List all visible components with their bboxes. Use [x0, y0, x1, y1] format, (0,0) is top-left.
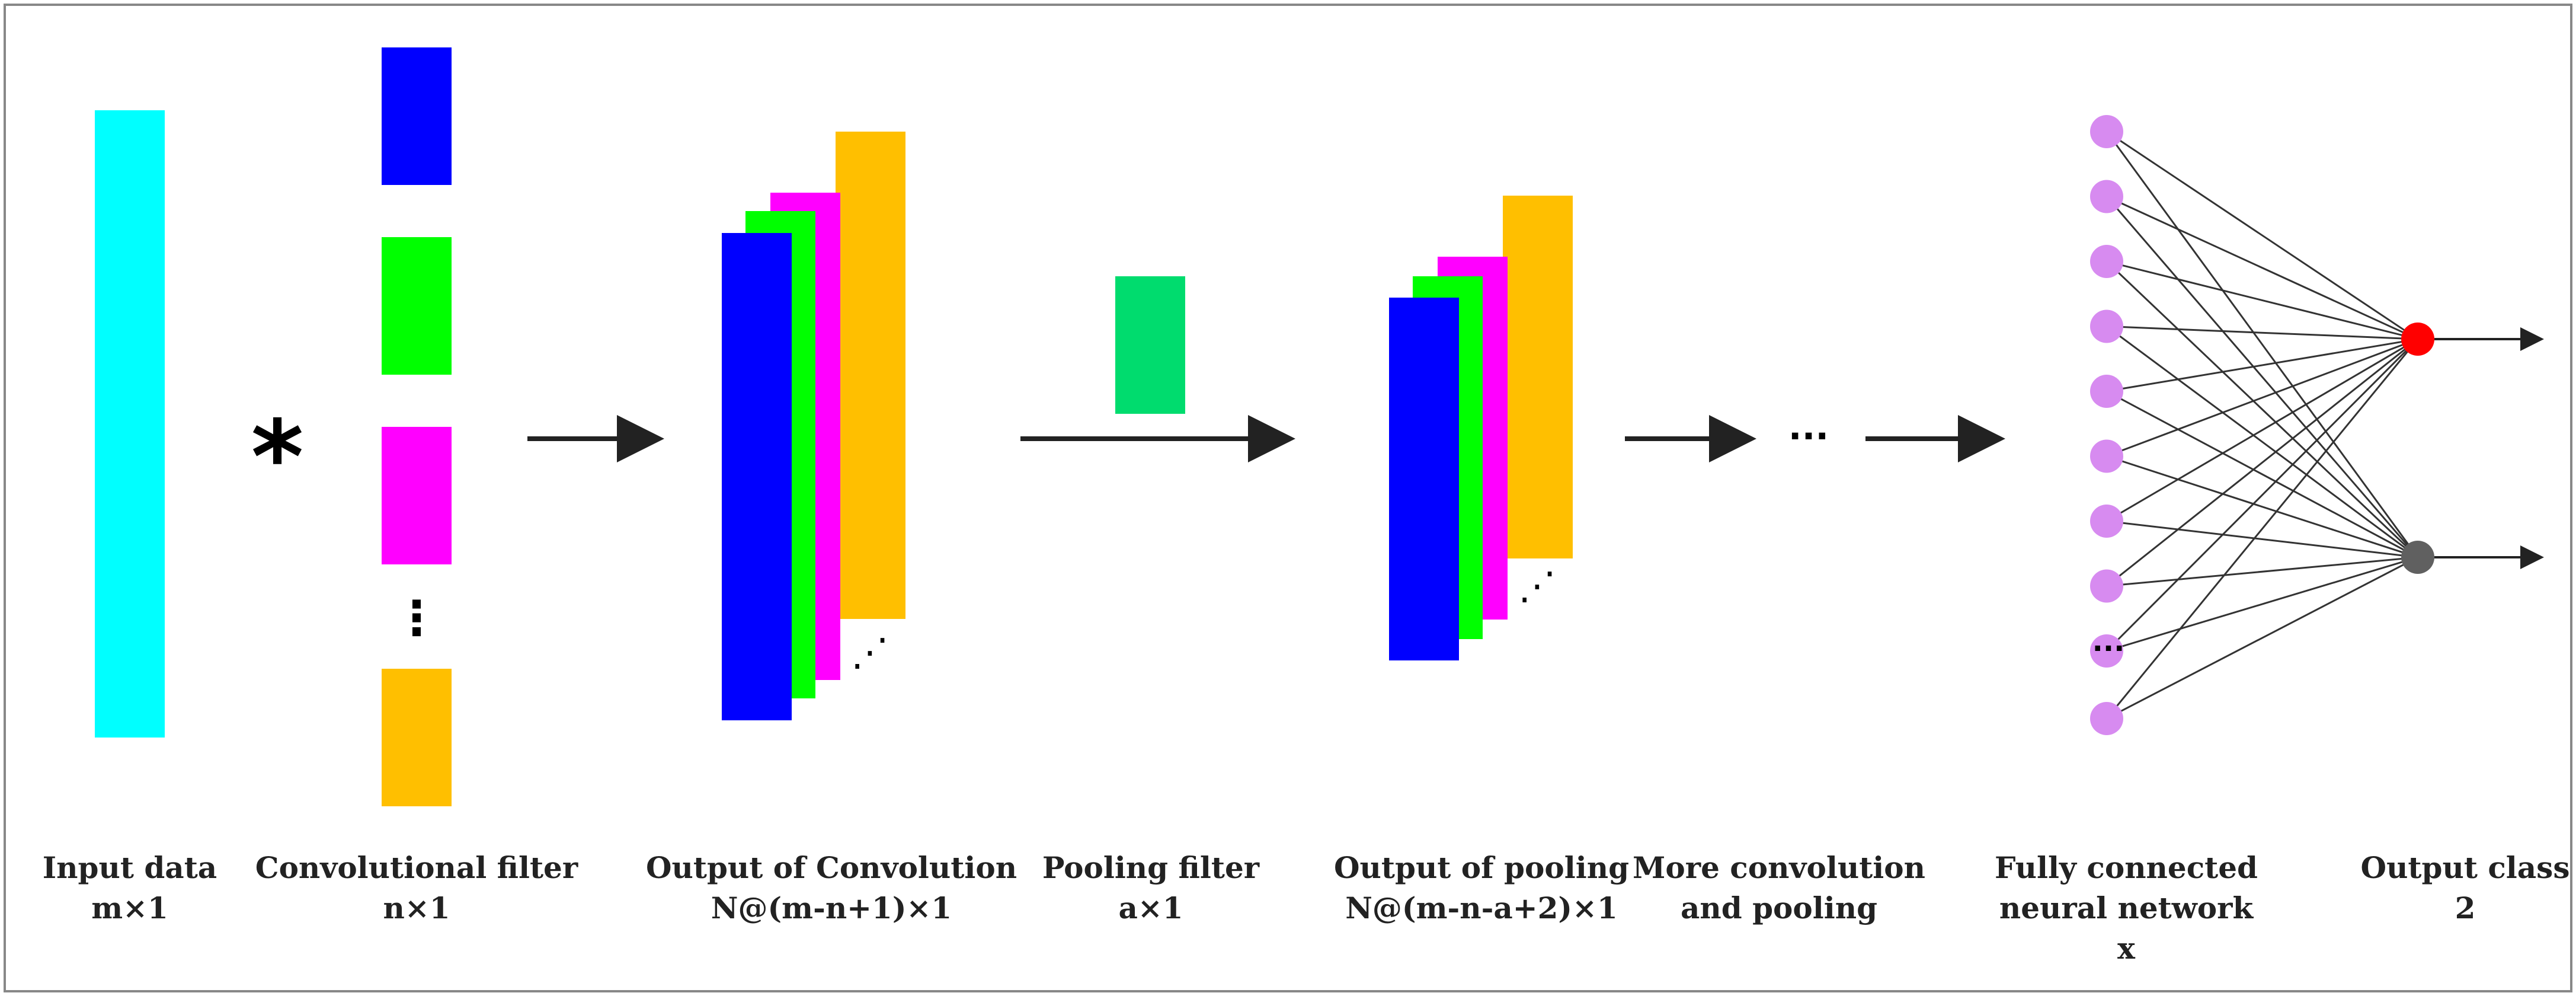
conv-filter-blue [382, 47, 452, 185]
fc-connection-line [2106, 325, 2418, 340]
caption-conv-output-size: N@(m-n+1)×1 [711, 890, 952, 925]
caption-output-class: Output class 2 [2361, 848, 2570, 928]
fc-connection-line [2105, 131, 2419, 558]
conv-filter-ellipsis: ⋮ [393, 590, 440, 646]
fc-input-node [2090, 180, 2123, 213]
fc-nodes-ellipsis: ··· [2092, 632, 2125, 665]
convolution-operator-symbol: * [251, 399, 304, 516]
pool-output-map-orange [1503, 196, 1573, 558]
caption-more-layers: More convolution and pooling [1633, 848, 1925, 928]
output-node-class-1 [2401, 323, 2434, 356]
more-layers-ellipsis: ··· [1788, 416, 1829, 457]
fc-input-node [2090, 569, 2123, 603]
fc-input-node [2090, 634, 2123, 668]
caption-more-layers-line2: and pooling [1680, 890, 1878, 925]
fc-connection-line [2106, 390, 2418, 558]
caption-fully-connected: Fully connected neural network x [1995, 848, 2258, 969]
caption-input-data: Input data m×1 [43, 848, 217, 928]
fc-connection-line [2105, 339, 2419, 719]
conv-output-map-orange [836, 132, 905, 619]
fc-connections [2105, 130, 2419, 720]
pool-output-map-blue [1389, 298, 1459, 660]
caption-pooling-filter-size: a×1 [1118, 890, 1183, 925]
conv-filter-magenta [382, 427, 452, 564]
caption-pool-output: Output of pooling N@(m-n-a+2)×1 [1334, 848, 1629, 928]
fc-input-node [2090, 439, 2123, 473]
figure-frame [4, 4, 2572, 992]
caption-conv-filter: Convolutional filter n×1 [255, 848, 578, 928]
conv-output-map-blue [722, 233, 792, 720]
pool-output-ellipsis: ⋰ [1518, 564, 1556, 608]
caption-pool-output-title: Output of pooling [1333, 850, 1630, 885]
fc-connection-line [2106, 260, 2418, 340]
fc-connection-line [2106, 130, 2418, 340]
fc-connection-line [2105, 260, 2419, 558]
caption-output-class-title: Output class [2360, 850, 2570, 885]
caption-more-layers-line1: More convolution [1633, 850, 1925, 885]
fc-connection-line [2106, 338, 2418, 587]
fc-connection-line [2106, 556, 2418, 652]
caption-pooling-filter: Pooling filter a×1 [1042, 848, 1259, 928]
fc-connection-line [2105, 338, 2419, 652]
fc-connection-line [2106, 338, 2418, 522]
fc-connection-line [2106, 196, 2418, 340]
fc-connection-line [2106, 338, 2418, 457]
caption-fully-connected-line3: x [2117, 931, 2135, 966]
caption-conv-filter-title: Convolutional filter [255, 850, 578, 885]
caption-input-data-title: Input data [42, 850, 217, 885]
fc-input-node [2090, 505, 2123, 538]
pooling-filter [1115, 276, 1185, 414]
conv-filter-orange [382, 669, 452, 806]
fc-connection-line [2106, 520, 2418, 558]
caption-input-data-size: m×1 [91, 890, 168, 925]
caption-output-class-count: 2 [2455, 890, 2476, 925]
fc-input-node [2090, 702, 2123, 735]
fc-connection-line [2106, 455, 2418, 558]
caption-pooling-filter-title: Pooling filter [1042, 850, 1260, 885]
fc-connection-line [2106, 325, 2418, 558]
input-data-bar [95, 110, 165, 738]
fc-input-node [2090, 115, 2123, 148]
fc-input-node [2090, 375, 2123, 408]
fc-connection-line [2106, 556, 2418, 720]
fc-connection-line [2106, 556, 2418, 587]
conv-output-ellipsis: ⋰ [851, 631, 889, 675]
conv-filter-green [382, 237, 452, 375]
fc-connection-line [2105, 196, 2419, 558]
caption-conv-output-title: Output of Convolution [645, 850, 1017, 885]
fc-input-node [2090, 245, 2123, 278]
caption-pool-output-size: N@(m-n-a+2)×1 [1345, 890, 1618, 925]
fc-connection-line [2106, 338, 2418, 392]
caption-conv-output: Output of Convolution N@(m-n+1)×1 [646, 848, 1017, 928]
caption-conv-filter-size: n×1 [383, 890, 450, 925]
output-node-class-2 [2401, 541, 2434, 574]
caption-fully-connected-line1: Fully connected [1994, 850, 2258, 885]
fc-input-node [2090, 309, 2123, 343]
fc-input-nodes [2090, 115, 2123, 735]
caption-fully-connected-line2: neural network [1999, 890, 2254, 925]
